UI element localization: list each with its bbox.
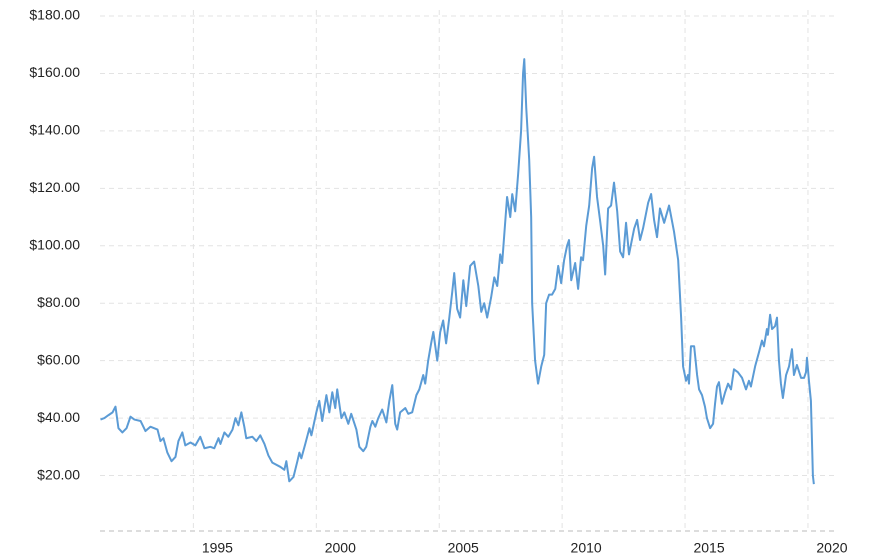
y-tick-label: $120.00 bbox=[29, 179, 80, 195]
y-tick-label: $160.00 bbox=[29, 64, 80, 80]
x-tick-label: 2015 bbox=[693, 540, 724, 556]
x-tick-label: 2020 bbox=[816, 540, 847, 556]
x-tick-label: 2010 bbox=[571, 540, 602, 556]
y-tick-label: $20.00 bbox=[37, 466, 80, 482]
line bbox=[100, 58, 815, 485]
x-tick-label: 2005 bbox=[448, 540, 479, 556]
y-tick-label: $140.00 bbox=[29, 122, 80, 138]
y-tick-label: $180.00 bbox=[29, 7, 80, 23]
x-tick-label: 1995 bbox=[202, 540, 233, 556]
y-tick-label: $40.00 bbox=[37, 409, 80, 425]
y-tick-label: $80.00 bbox=[37, 294, 80, 310]
y-tick-label: $100.00 bbox=[29, 236, 80, 252]
y-tick-label: $60.00 bbox=[37, 351, 80, 367]
x-tick-label: 2000 bbox=[325, 540, 356, 556]
